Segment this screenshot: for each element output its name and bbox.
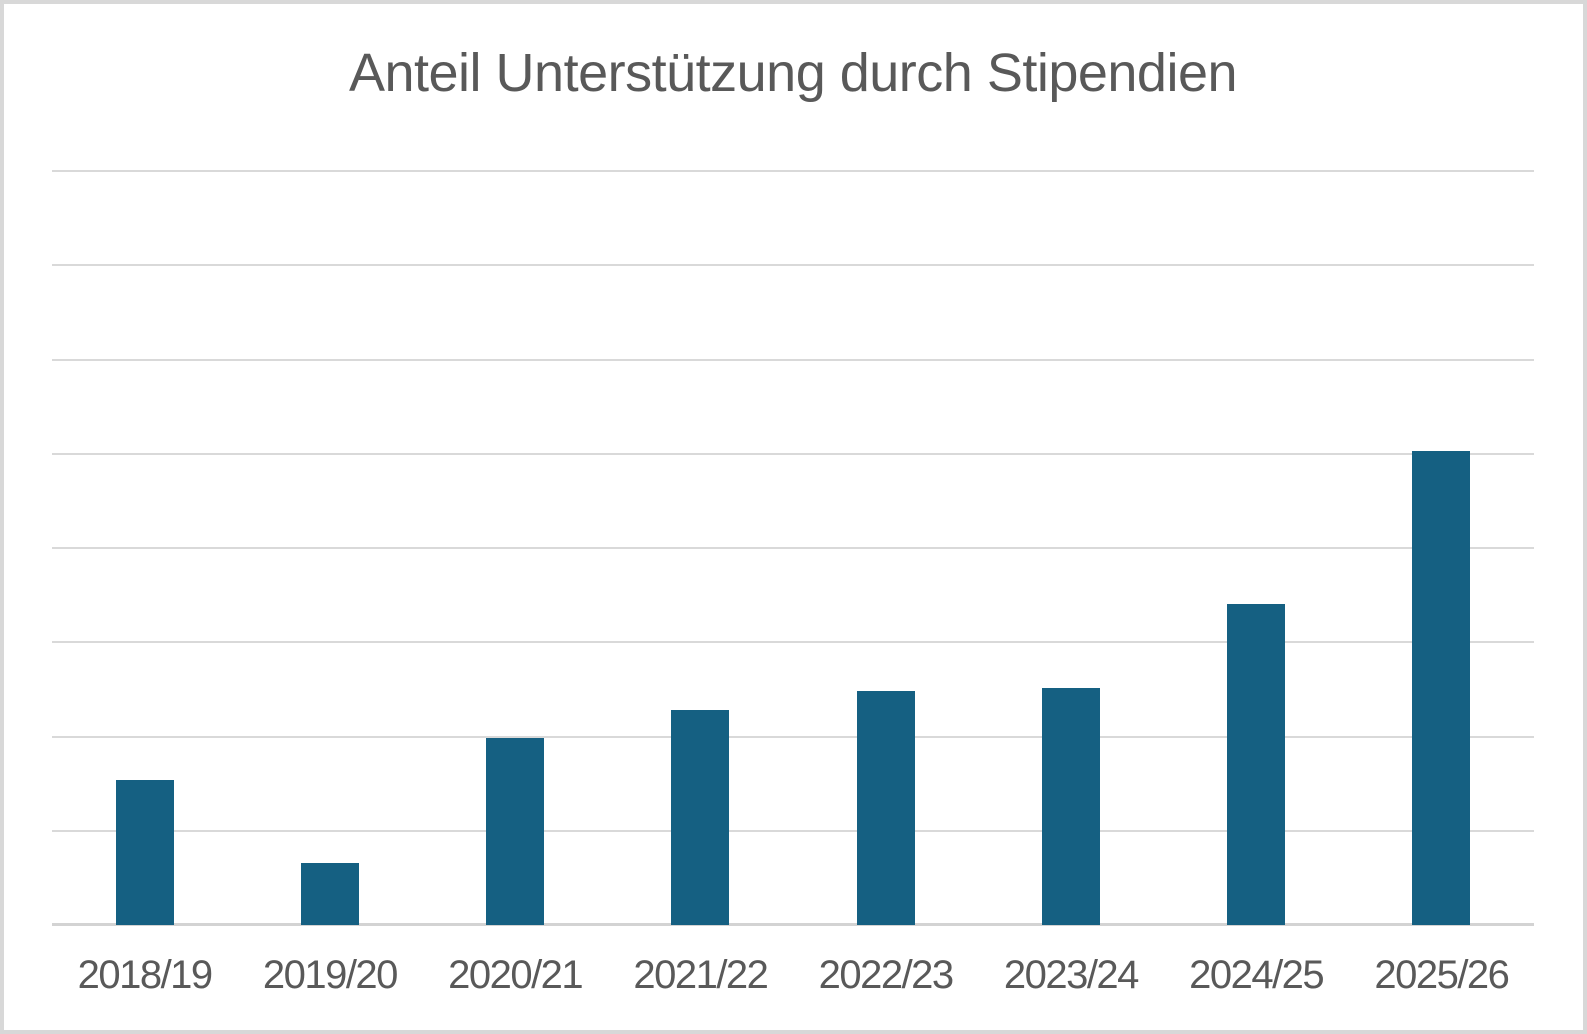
bar-slot-2024/25 bbox=[1164, 171, 1349, 925]
x-axis-label-2020/21: 2020/21 bbox=[448, 953, 584, 997]
y-gridline bbox=[52, 264, 1534, 267]
bar-2023/24 bbox=[1041, 688, 1100, 925]
x-axis-label-2023/24: 2023/24 bbox=[1003, 953, 1140, 997]
x-axis-line bbox=[52, 923, 1534, 926]
bar-2018/19 bbox=[115, 779, 174, 925]
x-axis-label-2022/23: 2022/23 bbox=[818, 953, 955, 997]
y-gridline bbox=[52, 829, 1534, 832]
bar-slot-2023/24 bbox=[978, 171, 1163, 925]
gridlines bbox=[52, 170, 1534, 926]
y-gridline bbox=[52, 170, 1534, 172]
bar-slot-2018/19 bbox=[52, 171, 237, 925]
y-gridline bbox=[52, 735, 1534, 738]
plot-area bbox=[52, 170, 1534, 926]
bar-slot-2019/20 bbox=[237, 171, 422, 925]
bar-slot-2020/21 bbox=[423, 171, 608, 925]
x-axis-label-2025/26: 2025/26 bbox=[1374, 953, 1510, 997]
bar-slot-2025/26 bbox=[1349, 171, 1534, 925]
x-axis-label-2024/25: 2024/25 bbox=[1189, 953, 1325, 997]
bar-2025/26 bbox=[1412, 450, 1471, 925]
bar-2020/21 bbox=[486, 738, 545, 925]
bar-2021/22 bbox=[671, 710, 730, 925]
bar-slot-2021/22 bbox=[608, 171, 793, 925]
x-axis: 2018/19 2019/20 2020/21 2021/22 2022/23 2023/… bbox=[52, 953, 1534, 997]
x-axis-label-2019/20: 2019/20 bbox=[262, 953, 399, 997]
bar-series bbox=[52, 171, 1534, 925]
bar-2024/25 bbox=[1227, 603, 1286, 925]
bar-2019/20 bbox=[300, 862, 359, 925]
x-axis-label-2018/19: 2018/19 bbox=[77, 953, 214, 997]
y-gridline bbox=[52, 641, 1534, 644]
y-gridline bbox=[52, 358, 1534, 361]
chart-title: Anteil Unterstützung durch Stipendien bbox=[348, 43, 1238, 103]
x-axis-label-2021/22: 2021/22 bbox=[633, 953, 769, 997]
y-gridline bbox=[52, 547, 1534, 549]
bar-slot-2022/23 bbox=[793, 171, 978, 925]
bar-2022/23 bbox=[856, 691, 915, 925]
y-gridline bbox=[52, 452, 1534, 455]
